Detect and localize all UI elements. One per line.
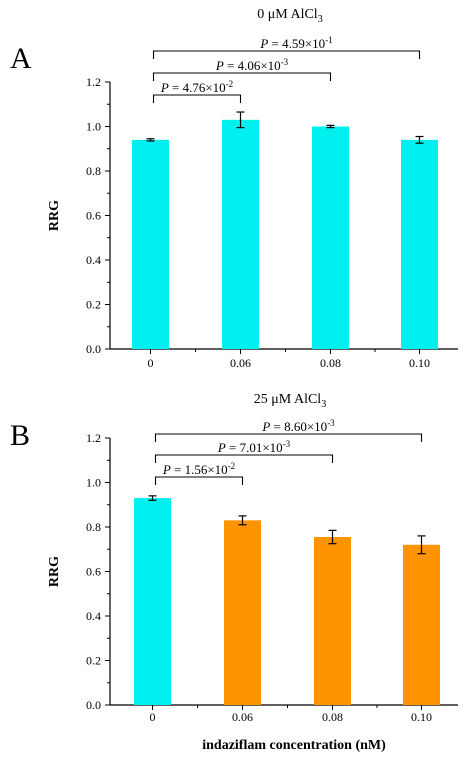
y-tick-label: 0.6 xyxy=(86,565,101,579)
y-tick-label: 0.4 xyxy=(86,253,101,267)
bar xyxy=(224,520,261,705)
significance-bracket xyxy=(152,94,242,103)
x-tick-label: 0 xyxy=(148,356,154,370)
chart-panel-b: B 25 μM AlCl3 0.0 0.2 0.4 0.6 0.8 1.0 1.2 RRG 0 0.0… xyxy=(10,392,458,753)
y-tick-label: 0.0 xyxy=(86,698,101,712)
p-value-text: = 1.56×10 xyxy=(171,462,228,477)
y-tick-label: 1.0 xyxy=(86,120,101,134)
p-value-symbol: P xyxy=(259,36,268,51)
p-value-label: P = 1.56×10-2 xyxy=(162,461,235,477)
significance-bracket xyxy=(154,454,334,463)
p-value-text: = 4.06×10 xyxy=(224,58,281,73)
p-value-symbol: P xyxy=(215,58,224,73)
chart-title-subscript: 3 xyxy=(318,14,323,25)
x-tick-label: 0.06 xyxy=(232,710,253,724)
significance-bracket xyxy=(152,72,332,81)
x-tick-label: 0.06 xyxy=(230,356,251,370)
bar xyxy=(314,537,351,705)
y-tick-label: 0.2 xyxy=(86,654,101,668)
chart-panel-a: A 0 μM AlCl3 0.0 0.2 0.4 0.6 0.8 1.0 1.2 RRG 0 0.06… xyxy=(10,7,458,370)
p-value-exponent: -2 xyxy=(228,461,236,471)
y-axis-title: RRG xyxy=(47,556,62,587)
y-tick-label: 0.6 xyxy=(86,209,101,223)
chart-title-subscript: 3 xyxy=(321,399,326,410)
bar xyxy=(403,544,440,705)
p-value-text: = 7.01×10 xyxy=(226,440,283,455)
panel-letter: A xyxy=(10,42,32,75)
y-tick-label: 0.0 xyxy=(86,342,101,356)
p-value-label: P = 8.60×10-3 xyxy=(261,418,335,434)
bar xyxy=(312,126,349,349)
p-value-exponent: -3 xyxy=(327,418,335,428)
y-tick-label: 0.2 xyxy=(86,298,101,312)
p-value-symbol: P xyxy=(261,419,270,434)
p-value-label: P = 7.01×10-3 xyxy=(217,439,291,455)
significance-bracket xyxy=(154,476,244,485)
p-value-symbol: P xyxy=(217,440,226,455)
y-tick-label: 1.0 xyxy=(86,476,101,490)
x-tick-label: 0.08 xyxy=(322,710,343,724)
significance-bracket xyxy=(152,50,421,59)
bar xyxy=(134,498,171,705)
p-value-exponent: -1 xyxy=(325,35,333,45)
p-value-label: P = 4.59×10-1 xyxy=(259,35,332,51)
p-value-exponent: -3 xyxy=(281,57,289,67)
y-tick-label: 1.2 xyxy=(86,431,101,445)
chart-title-text: 0 μM AlCl xyxy=(257,7,318,22)
p-value-text: = 4.76×10 xyxy=(169,80,226,95)
panel-letter: B xyxy=(10,419,30,452)
bar xyxy=(401,139,438,349)
y-tick-label: 0.8 xyxy=(86,520,101,534)
y-tick-label: 0.8 xyxy=(86,164,101,178)
p-value-symbol: P xyxy=(162,462,171,477)
p-value-label: P = 4.76×10-2 xyxy=(160,79,233,95)
p-value-exponent: -3 xyxy=(283,439,291,449)
chart-title: 25 μM AlCl3 xyxy=(254,392,326,410)
chart-title-text: 25 μM AlCl xyxy=(254,392,322,407)
x-tick-label: 0 xyxy=(150,710,156,724)
chart-title: 0 μM AlCl3 xyxy=(257,7,322,25)
bar xyxy=(132,139,169,349)
x-tick-label: 0.10 xyxy=(409,356,430,370)
x-tick-label: 0.10 xyxy=(411,710,432,724)
x-axis-title: indaziflam concentration (nM) xyxy=(202,738,386,753)
p-value-exponent: -2 xyxy=(226,79,234,89)
y-tick-label: 0.4 xyxy=(86,609,101,623)
x-tick-label: 0.08 xyxy=(320,356,341,370)
bar xyxy=(222,119,259,349)
significance-bracket xyxy=(154,433,423,442)
p-value-text: = 4.59×10 xyxy=(268,36,325,51)
y-tick-label: 1.2 xyxy=(86,75,101,89)
y-axis-title: RRG xyxy=(47,200,62,231)
p-value-label: P = 4.06×10-3 xyxy=(215,57,289,73)
p-value-symbol: P xyxy=(160,80,169,95)
p-value-text: = 8.60×10 xyxy=(270,419,327,434)
